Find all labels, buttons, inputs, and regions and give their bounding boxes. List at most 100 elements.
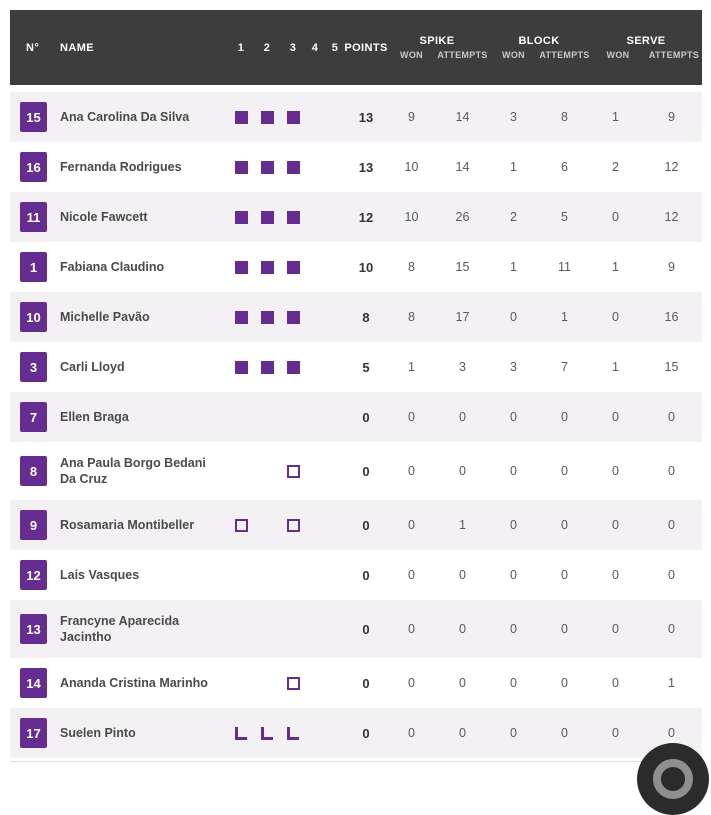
set-1-cell xyxy=(228,658,254,708)
block-attempts-value: 7 xyxy=(561,360,568,374)
spike-won-value: 0 xyxy=(408,464,415,478)
player-number-cell: 1 xyxy=(10,242,56,292)
serve-attempts-value: 0 xyxy=(668,568,675,582)
player-number-cell: 13 xyxy=(10,600,56,658)
spike-won-value: 9 xyxy=(408,110,415,124)
set-5-cell xyxy=(324,142,346,192)
player-points: 0 xyxy=(362,567,370,583)
block-attempts-value: 6 xyxy=(561,160,568,174)
player-number-cell: 10 xyxy=(10,292,56,342)
set-2-cell xyxy=(254,708,280,758)
spike-attempts-value: 26 xyxy=(455,210,470,224)
set-3-cell xyxy=(280,142,306,192)
table-bottom-border xyxy=(10,761,702,762)
block-attempts-value: 0 xyxy=(561,518,568,532)
player-row[interactable]: 12 Lais Vasques 0 0 0 0 0 0 0 xyxy=(10,550,702,600)
block-attempts-value: 5 xyxy=(561,210,568,224)
set-1-cell xyxy=(228,292,254,342)
player-row[interactable]: 14 Ananda Cristina Marinho 0 0 0 0 0 0 1 xyxy=(10,658,702,708)
serve-won-value: 0 xyxy=(612,210,619,224)
block-won-value: 0 xyxy=(510,410,517,424)
set-3-cell xyxy=(280,708,306,758)
serve-group-label: SERVE xyxy=(626,35,666,47)
set-2-cell xyxy=(254,242,280,292)
set-3-cell xyxy=(280,392,306,442)
col-group-serve: SERVE WON ATTEMPTS xyxy=(590,10,702,85)
set-3-cell xyxy=(280,600,306,658)
set-5-cell xyxy=(324,658,346,708)
player-row[interactable]: 10 Michelle Pavão 8 8 17 0 1 0 16 xyxy=(10,292,702,342)
set-5-cell xyxy=(324,92,346,142)
player-row[interactable]: 17 Suelen Pinto 0 0 0 0 0 0 0 xyxy=(10,708,702,758)
set-1-cell xyxy=(228,708,254,758)
played-set-marker xyxy=(260,210,274,224)
played-set-marker xyxy=(286,360,300,374)
player-number-cell: 11 xyxy=(10,192,56,242)
set-1-cell xyxy=(228,500,254,550)
block-won-value: 2 xyxy=(510,210,517,224)
col-header-block-attempts: ATTEMPTS xyxy=(539,50,590,60)
substitute-set-marker xyxy=(286,676,300,690)
spike-won-value: 0 xyxy=(408,726,415,740)
player-number-badge: 11 xyxy=(20,202,47,232)
set-1-cell xyxy=(228,442,254,500)
set-3-cell xyxy=(280,442,306,500)
col-header-set-5: 5 xyxy=(331,41,339,54)
set-5-cell xyxy=(324,192,346,242)
set-1-cell xyxy=(228,242,254,292)
block-won-value: 0 xyxy=(510,676,517,690)
player-name: Fernanda Rodrigues xyxy=(60,160,182,174)
player-number-badge: 10 xyxy=(20,302,47,332)
spike-won-value: 0 xyxy=(408,568,415,582)
player-row[interactable]: 8 Ana Paula Borgo Bedani Da Cruz 0 0 0 0… xyxy=(10,442,702,500)
spike-group-label: SPIKE xyxy=(419,35,455,47)
set-2-cell xyxy=(254,600,280,658)
player-number-badge: 1 xyxy=(20,252,47,282)
set-5-cell xyxy=(324,442,346,500)
played-set-marker xyxy=(260,110,274,124)
player-name: Ana Paula Borgo Bedani Da Cruz xyxy=(60,456,206,486)
player-row[interactable]: 3 Carli Lloyd 5 1 3 3 7 1 15 xyxy=(10,342,702,392)
played-set-marker xyxy=(260,310,274,324)
player-row[interactable]: 16 Fernanda Rodrigues 13 10 14 1 6 2 12 xyxy=(10,142,702,192)
player-row[interactable]: 11 Nicole Fawcett 12 10 26 2 5 0 12 xyxy=(10,192,702,242)
block-attempts-value: 0 xyxy=(561,726,568,740)
set-3-cell xyxy=(280,292,306,342)
played-set-marker xyxy=(286,260,300,274)
player-points: 0 xyxy=(362,463,370,479)
player-points: 8 xyxy=(362,309,370,325)
block-won-value: 0 xyxy=(510,622,517,636)
player-row[interactable]: 7 Ellen Braga 0 0 0 0 0 0 0 xyxy=(10,392,702,442)
player-number-cell: 17 xyxy=(10,708,56,758)
spike-won-value: 0 xyxy=(408,518,415,532)
col-header-serve-attempts: ATTEMPTS xyxy=(648,50,700,60)
feedback-widget-button[interactable] xyxy=(637,743,709,815)
block-attempts-value: 0 xyxy=(561,464,568,478)
player-number-cell: 3 xyxy=(10,342,56,392)
player-points: 0 xyxy=(362,725,370,741)
block-won-value: 0 xyxy=(510,568,517,582)
spike-attempts-value: 0 xyxy=(459,676,466,690)
set-3-cell xyxy=(280,658,306,708)
played-set-marker xyxy=(234,260,248,274)
player-row[interactable]: 1 Fabiana Claudino 10 8 15 1 11 1 9 xyxy=(10,242,702,292)
spike-won-value: 8 xyxy=(408,260,415,274)
col-header-spike-won: WON xyxy=(400,50,423,60)
set-1-cell xyxy=(228,192,254,242)
player-points: 0 xyxy=(362,517,370,533)
widget-ring-icon xyxy=(653,759,693,799)
player-points: 12 xyxy=(358,209,374,225)
player-rows: 15 Ana Carolina Da Silva 13 9 14 3 8 1 9… xyxy=(10,92,702,758)
player-points: 0 xyxy=(362,675,370,691)
player-number-badge: 8 xyxy=(20,456,47,486)
serve-won-value: 0 xyxy=(612,410,619,424)
col-header-set-2: 2 xyxy=(263,41,271,54)
player-row[interactable]: 13 Francyne Aparecida Jacintho 0 0 0 0 0… xyxy=(10,600,702,658)
col-header-name: NAME xyxy=(60,41,94,54)
col-group-spike: SPIKE WON ATTEMPTS xyxy=(386,10,488,85)
player-name: Carli Lloyd xyxy=(60,360,125,374)
set-2-cell xyxy=(254,192,280,242)
player-row[interactable]: 9 Rosamaria Montibeller 0 0 1 0 0 0 0 xyxy=(10,500,702,550)
serve-attempts-value: 12 xyxy=(664,160,679,174)
player-row[interactable]: 15 Ana Carolina Da Silva 13 9 14 3 8 1 9 xyxy=(10,92,702,142)
